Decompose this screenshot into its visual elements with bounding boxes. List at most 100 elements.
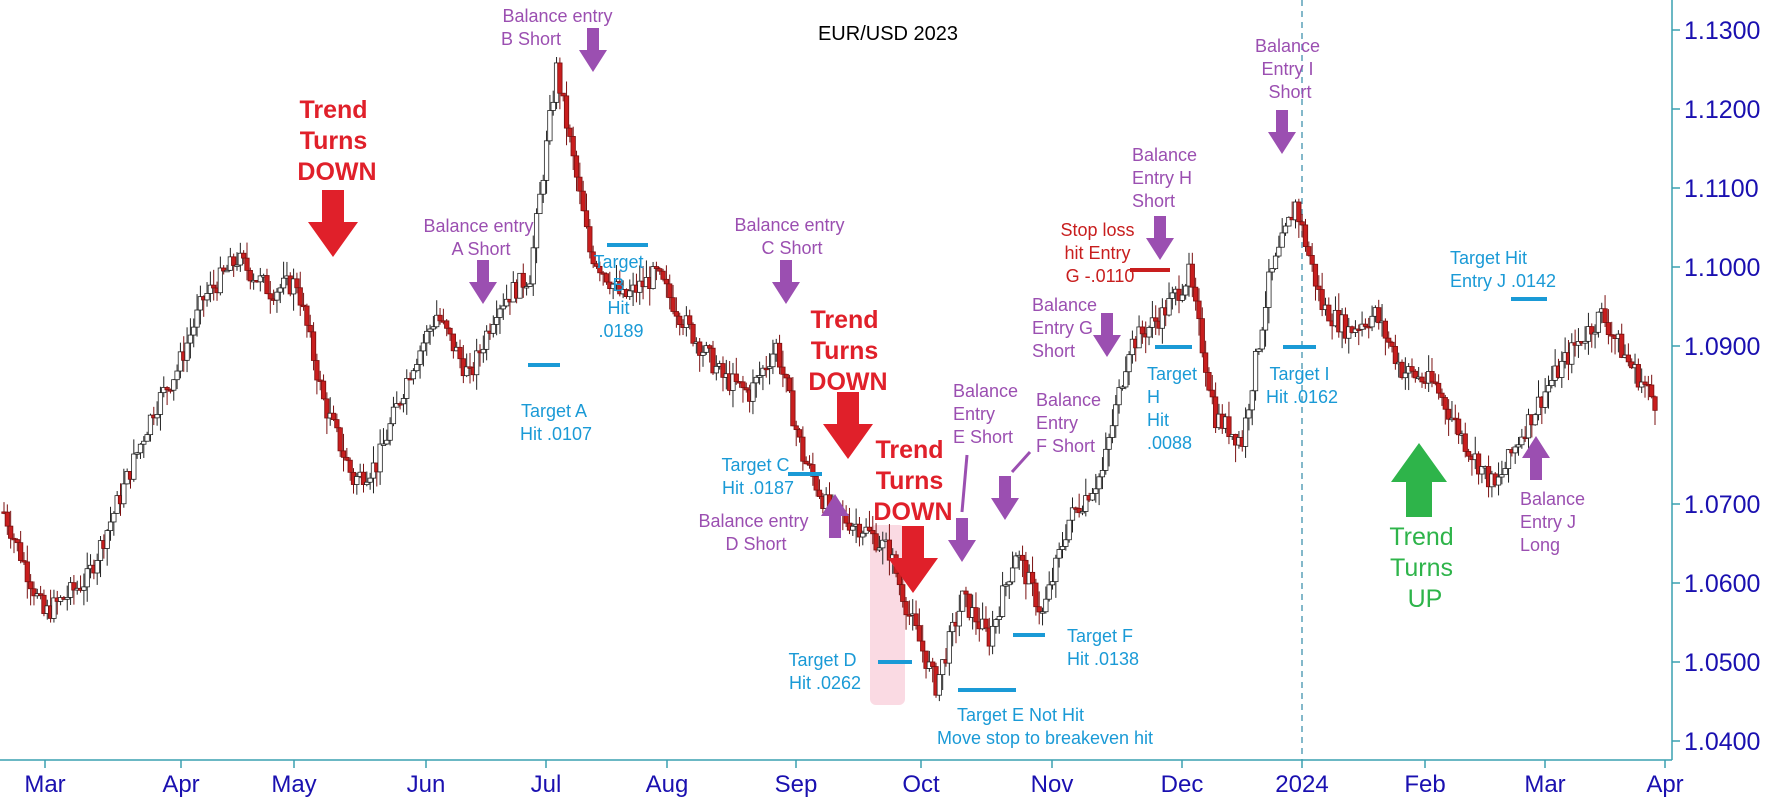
candle-up: [111, 512, 117, 523]
candle-up: [1592, 331, 1598, 335]
candle-up: [703, 345, 709, 353]
candle-down: [397, 403, 403, 406]
x-axis-ticks: Mar Apr May Jun Jul Aug Sep Oct Nov Dec …: [24, 760, 1684, 798]
candle-up: [730, 373, 736, 391]
annotations: Trend Turns DOWN Balance entry A Short T…: [297, 6, 1590, 748]
entry-i-label: Balance Entry I Short: [1255, 36, 1325, 102]
candle-up: [550, 101, 556, 111]
candle-down: [1412, 370, 1418, 379]
target-i-label: Target I Hit .0162: [1266, 364, 1338, 407]
candle-down: [1419, 376, 1425, 383]
candle-down: [983, 618, 989, 629]
entry-c-label: Balance entry C Short: [734, 215, 849, 258]
candle-down: [1462, 433, 1468, 452]
candle-up: [217, 267, 223, 294]
candle-up: [1269, 268, 1275, 273]
candle-up: [484, 330, 490, 350]
entry-j-label: Balance Entry J Long: [1520, 489, 1590, 555]
candle-up: [1595, 311, 1602, 333]
candle-up: [1083, 495, 1089, 512]
entry-b-label: Balance entry B Short: [501, 6, 618, 49]
candle-down: [720, 363, 726, 378]
candle-up: [1159, 307, 1165, 329]
candle-up: [540, 179, 546, 195]
candle-down: [617, 281, 623, 295]
candle-up: [191, 326, 197, 336]
entry-e-pointer: [960, 454, 969, 513]
candle-up: [1519, 436, 1525, 446]
candle-up: [497, 308, 503, 318]
candle-down: [247, 270, 253, 282]
candle-down: [786, 377, 793, 392]
candle-down: [660, 270, 666, 280]
candle-up: [417, 350, 423, 365]
entry-f-arrow: [991, 476, 1019, 520]
candle-down: [803, 460, 809, 465]
candle-up: [530, 247, 536, 285]
candle-up: [1532, 414, 1538, 426]
candle-up: [753, 376, 759, 384]
candle-down: [690, 323, 696, 344]
candle-down: [813, 475, 819, 491]
candle-up: [1039, 611, 1046, 614]
candle-up: [187, 334, 194, 344]
candle-up: [64, 596, 70, 600]
candle-down: [740, 381, 746, 389]
candle-down: [763, 367, 769, 371]
entry-d-label: Balance entry D Short: [698, 511, 813, 554]
candle-up: [850, 525, 856, 531]
candle-up: [999, 585, 1006, 617]
candle-up: [860, 532, 866, 538]
balance-entry-arrows: [469, 28, 1550, 562]
candle-down: [11, 537, 17, 541]
y-tick-label: 1.1000: [1684, 254, 1760, 282]
candle-up: [1525, 414, 1532, 439]
candle-down: [267, 293, 273, 300]
candle-down: [1139, 326, 1145, 335]
candle-down: [1399, 361, 1405, 379]
candle-down: [264, 275, 270, 295]
y-tick-label: 1.0600: [1684, 570, 1760, 598]
candle-down: [1602, 308, 1608, 323]
candle-up: [1279, 232, 1285, 248]
candle-down: [903, 601, 909, 616]
x-tick-label: Nov: [1031, 771, 1074, 798]
candle-down: [340, 450, 347, 458]
trend-down-2-arrow: [823, 392, 873, 459]
target-b-label: Target B Hit .0189: [593, 252, 648, 341]
x-tick-label: Mar: [1524, 771, 1565, 798]
candle-down: [1465, 451, 1472, 457]
candle-down: [590, 251, 596, 265]
entry-d-arrow: [821, 494, 849, 538]
candle-up: [946, 631, 952, 664]
candle-down: [873, 533, 879, 551]
candle-down: [71, 582, 77, 591]
candle-up: [1043, 598, 1049, 613]
candle-up: [1169, 292, 1175, 299]
candle-down: [603, 273, 610, 283]
candle-down: [707, 345, 713, 349]
candle-down: [913, 613, 919, 626]
candle-up: [1113, 404, 1119, 427]
candle-down: [1432, 381, 1438, 384]
candle-down: [1309, 255, 1315, 265]
candle-down: [164, 387, 170, 391]
candle-up: [367, 477, 373, 483]
entry-e-arrow: [948, 518, 976, 562]
candle-down: [1475, 453, 1482, 475]
candle-down: [211, 284, 217, 289]
candle-down: [347, 459, 353, 473]
candle-up: [1266, 271, 1272, 308]
candle-up: [1003, 584, 1009, 587]
entry-i-arrow: [1268, 110, 1296, 154]
candle-down: [360, 471, 367, 485]
candle-up: [404, 378, 410, 399]
candle-up: [1146, 326, 1152, 338]
candle-up: [1505, 449, 1512, 469]
candle-up: [134, 452, 140, 455]
candle-up: [1499, 474, 1505, 478]
candle-up: [936, 674, 942, 696]
target-h-label: Target H Hit .0088: [1147, 364, 1202, 453]
candle-up: [996, 616, 1002, 620]
entry-h-label: Balance Entry H Short: [1132, 145, 1202, 211]
